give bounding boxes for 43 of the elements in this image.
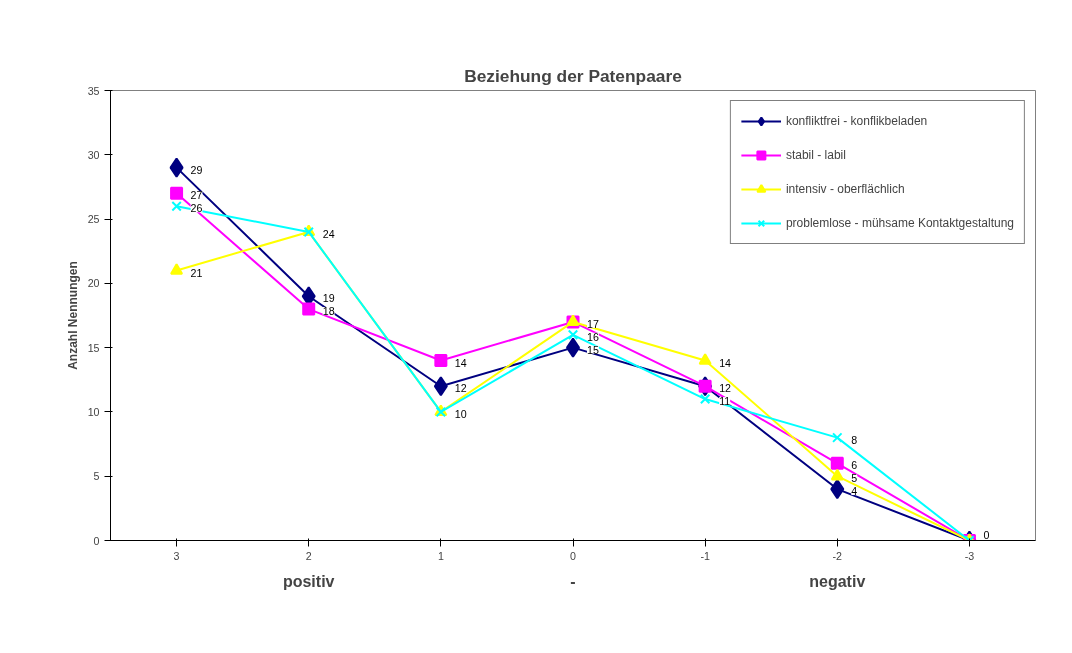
y-tick-label: 15 (87, 341, 100, 354)
data-label: 29 (190, 163, 203, 176)
data-label: 26 (190, 202, 203, 215)
y-axis-title: Anzahl Nennungen (65, 261, 80, 370)
data-label: 11 (719, 395, 731, 408)
y-tick-label: 25 (87, 213, 100, 226)
data-label: 27 (190, 189, 203, 202)
data-label: 17 (587, 317, 599, 330)
data-label: 19 (322, 292, 335, 305)
data-label: 8 (851, 433, 858, 446)
data-label: 5 (851, 472, 858, 485)
x-tick-label: 0 (570, 549, 577, 562)
legend-label: intensiv - oberflächlich (785, 182, 905, 196)
y-tick-label: 0 (93, 534, 100, 547)
y-tick-label: 35 (87, 84, 100, 97)
y-tick-label: 10 (87, 405, 100, 418)
data-label: 18 (322, 305, 335, 318)
data-label: 24 (322, 227, 335, 240)
legend-label: konfliktfrei - konflikbeladen (785, 114, 928, 128)
chart-title: Beziehung der Patenpaare (464, 65, 683, 86)
data-label: 14 (454, 356, 467, 369)
data-label: 6 (851, 459, 858, 472)
data-label: 4 (851, 485, 858, 498)
legend-label: stabil - labil (785, 148, 846, 162)
data-label: 12 (719, 382, 732, 395)
y-tick-label: 5 (93, 470, 100, 483)
y-tick-label: 30 (87, 148, 100, 161)
x-tick-label: -2 (832, 549, 843, 562)
data-label: 16 (587, 330, 599, 343)
data-label: 15 (587, 343, 599, 356)
legend-label: problemlose - mühsame Kontaktgestaltung (785, 216, 1014, 230)
data-label: 14 (719, 356, 732, 369)
x-tick-label: 3 (173, 549, 180, 562)
data-label: 12 (454, 382, 467, 395)
y-tick-label: 20 (87, 277, 100, 290)
data-label: 10 (454, 407, 467, 420)
x-tick-label: -1 (700, 549, 710, 562)
x-tick-label: 2 (305, 549, 312, 562)
x-tick-label: 1 (437, 549, 444, 562)
data-label: 21 (190, 266, 203, 279)
text: positiv - negativ (282, 572, 866, 590)
data-label: 0 (983, 528, 990, 541)
x-tick-label: -3 (964, 549, 975, 562)
